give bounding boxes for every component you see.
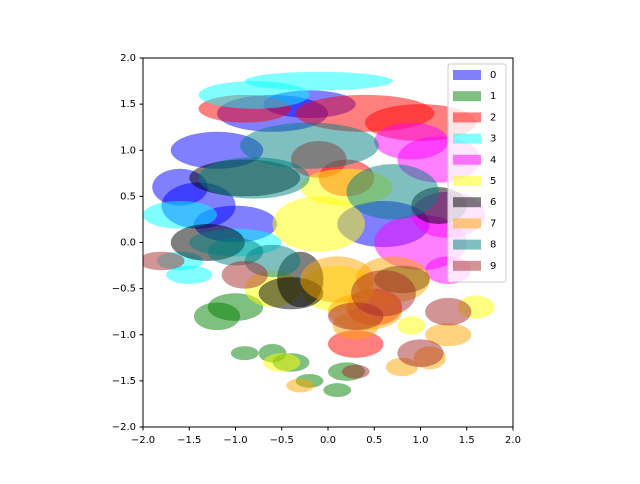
y-tick-label: −1.0 bbox=[112, 330, 136, 341]
ellipse bbox=[143, 200, 217, 229]
ellipse bbox=[198, 157, 310, 199]
ellipse bbox=[341, 364, 370, 379]
legend-label: 2 bbox=[490, 112, 496, 123]
ellipse bbox=[230, 346, 259, 361]
legend-label: 1 bbox=[490, 91, 496, 102]
x-tick-label: 1.5 bbox=[459, 435, 475, 446]
y-tick-label: −0.5 bbox=[112, 284, 136, 295]
y-tick-label: −1.5 bbox=[112, 376, 136, 387]
ellipse bbox=[346, 164, 439, 220]
y-tick-label: 2.0 bbox=[120, 53, 136, 64]
legend-label: 7 bbox=[490, 218, 496, 229]
plot-area bbox=[143, 71, 495, 398]
legend-swatch bbox=[453, 176, 481, 186]
legend-label: 9 bbox=[490, 261, 496, 272]
ellipse bbox=[166, 265, 213, 285]
x-tick-label: −1.0 bbox=[223, 435, 247, 446]
ellipse bbox=[397, 316, 426, 335]
ellipse bbox=[198, 81, 310, 109]
legend-swatch bbox=[453, 218, 481, 229]
ellipse bbox=[143, 251, 185, 271]
legend-swatch bbox=[453, 70, 481, 80]
legend-label: 3 bbox=[490, 134, 496, 145]
legend: 0 1 2 3 4 5 6 7 8 9 bbox=[447, 63, 507, 283]
legend-swatch bbox=[453, 91, 481, 102]
ellipse bbox=[374, 122, 449, 160]
ellipse bbox=[397, 339, 444, 368]
ellipse bbox=[351, 270, 416, 317]
x-tick-label: 2.0 bbox=[505, 435, 521, 446]
legend-swatch bbox=[453, 112, 481, 123]
y-tick-label: 1.0 bbox=[120, 145, 136, 156]
ellipse bbox=[374, 214, 467, 271]
ellipse bbox=[240, 122, 379, 169]
legend-swatch bbox=[453, 239, 481, 250]
ellipse bbox=[425, 323, 472, 347]
y-tick-label: 0.5 bbox=[120, 191, 136, 202]
x-tick-label: −0.5 bbox=[270, 435, 294, 446]
legend-label: 5 bbox=[490, 176, 496, 187]
legend-swatch bbox=[453, 133, 481, 144]
legend-label: 8 bbox=[490, 240, 496, 251]
x-tick-label: 0.0 bbox=[320, 435, 336, 446]
ellipse bbox=[263, 353, 301, 372]
ellipse bbox=[272, 196, 365, 252]
ellipse bbox=[221, 260, 268, 289]
legend-swatch bbox=[453, 197, 481, 208]
y-tick-label: −2.0 bbox=[112, 422, 136, 433]
x-tick-label: −2.0 bbox=[131, 435, 155, 446]
x-tick-label: −1.5 bbox=[177, 435, 201, 446]
ellipse bbox=[328, 330, 384, 358]
x-tick-label: 1.0 bbox=[413, 435, 429, 446]
legend-label: 0 bbox=[490, 70, 496, 81]
y-tick-label: 1.5 bbox=[120, 99, 136, 110]
ellipse bbox=[193, 302, 241, 331]
ellipse bbox=[323, 383, 352, 398]
ticks: −2.0 −1.5 −1.0 −0.5 0.0 0.5 1.0 1.5 2.0 −2.0 −1.5 −… bbox=[112, 53, 521, 446]
y-tick-label: 0.0 bbox=[120, 238, 136, 249]
x-tick-label: 0.5 bbox=[366, 435, 382, 446]
legend-label: 6 bbox=[490, 197, 496, 208]
legend-swatch bbox=[453, 260, 481, 271]
legend-swatch bbox=[453, 154, 481, 165]
ellipse bbox=[286, 378, 315, 393]
ellipse bbox=[425, 297, 472, 326]
legend-label: 4 bbox=[490, 155, 496, 166]
